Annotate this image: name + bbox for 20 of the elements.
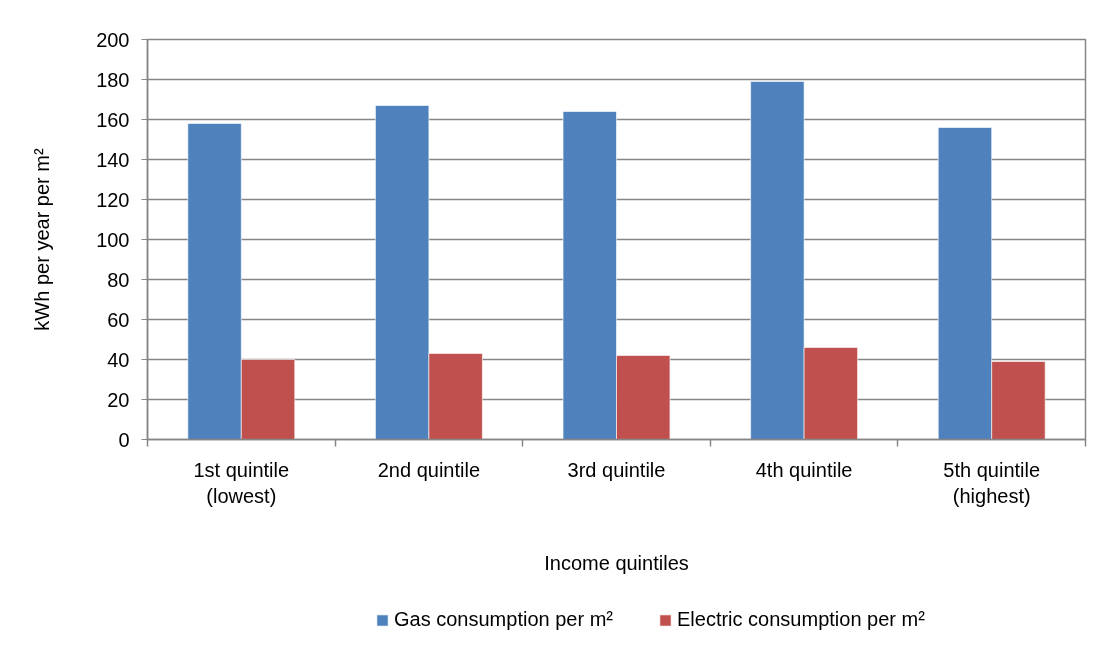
x-tick-label: 1st quintile (lowest) <box>193 458 290 507</box>
y-tick-label: 200 <box>96 28 130 51</box>
y-tick-label: 140 <box>96 148 130 171</box>
x-tick-label: 2nd quintile <box>377 458 481 481</box>
legend-label: Electric consumption per m² <box>676 608 925 631</box>
y-tick-label: 20 <box>107 388 130 411</box>
x-tick-label: 4th quintile <box>755 458 853 481</box>
y-tick-label: 120 <box>96 188 130 211</box>
y-tick-label: 160 <box>96 108 130 131</box>
y-axis-title: kWh per year per m² <box>31 148 54 331</box>
y-tick-label: 100 <box>96 228 130 251</box>
y-tick-label: 80 <box>107 268 130 291</box>
x-tick-label: 3rd quintile <box>567 458 666 481</box>
y-tick-label: 180 <box>96 68 130 91</box>
y-tick-label: 60 <box>107 308 130 331</box>
x-tick-label: 5th quintile (highest) <box>943 458 1041 507</box>
y-tick-label: 0 <box>118 428 130 451</box>
x-axis-title: Income quintiles <box>544 551 689 574</box>
legend-label: Gas consumption per m² <box>394 608 613 631</box>
y-tick-label: 40 <box>107 348 130 371</box>
